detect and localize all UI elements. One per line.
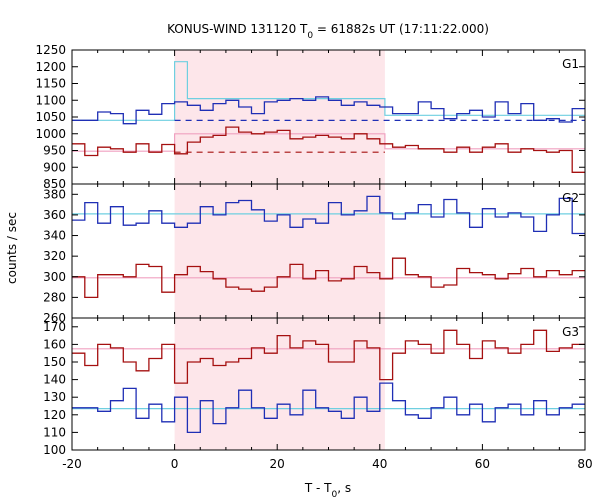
y-tick-label: 380 <box>43 187 66 201</box>
histogram-series-g3-0 <box>72 382 585 434</box>
y-tick-label: 280 <box>43 290 66 304</box>
y-tick-label: 100 <box>43 443 66 457</box>
histogram-series-g1-1 <box>72 126 585 173</box>
chart-title-subscript: 0 <box>307 31 313 41</box>
y-tick-label: 850 <box>43 177 66 191</box>
panel-label-g2: G2 <box>562 191 579 205</box>
y-tick-label: 110 <box>43 425 66 439</box>
chart-title-rest: = 61882s UT (17:11:22.000) <box>313 22 489 36</box>
y-tick-label: 170 <box>43 320 66 334</box>
highlight-interval <box>174 50 385 450</box>
x-axis-label-subscript: 0 <box>332 490 338 500</box>
y-tick-label: 1000 <box>35 127 66 141</box>
y-tick-label: 260 <box>43 311 66 325</box>
panel-g3: 100 110 120 130 140 150 160 170 G3 <box>43 317 586 457</box>
y-tick-label: 1250 <box>35 43 66 57</box>
y-tick-label: 160 <box>43 337 66 351</box>
histogram-series-g3-1 <box>72 329 585 384</box>
mean-line-g1-0 <box>72 61 585 121</box>
y-tick-label: 1050 <box>35 110 66 124</box>
x-tick-label: 60 <box>475 457 490 471</box>
histogram-series-g2-1 <box>72 257 585 299</box>
panel-label-g1: G1 <box>562 57 579 71</box>
histogram-series-g2-0 <box>72 195 585 235</box>
y-tick-label: 900 <box>43 160 66 174</box>
x-axis-label-main: T - T <box>304 481 332 495</box>
y-axis-label: counts / sec <box>5 212 19 284</box>
y-tick-label: 950 <box>43 144 66 158</box>
y-tick-label: 130 <box>43 390 66 404</box>
chart-title: KONUS-WIND 131120 T0 = 61882s UT (17:11:… <box>167 22 489 41</box>
y-tick-label: 360 <box>43 208 66 222</box>
x-tick-label: 20 <box>270 457 285 471</box>
panel-label-g3: G3 <box>562 325 579 339</box>
histogram-series-g1-0 <box>72 96 585 125</box>
x-tick-label: 0 <box>171 457 179 471</box>
panels-group: 850900950100010501100115012001250G126028… <box>35 43 592 471</box>
x-axis-label-rest: , s <box>337 481 351 495</box>
x-axis-label: T - T0, s <box>304 481 351 500</box>
y-tick-label: 340 <box>43 229 66 243</box>
y-tick-label: 300 <box>43 270 66 284</box>
y-tick-label: 1200 <box>35 60 66 74</box>
y-tick-label: 1100 <box>35 93 66 107</box>
y-tick-label: 140 <box>43 373 66 387</box>
x-tick-label: -20 <box>62 457 82 471</box>
y-tick-label: 1150 <box>35 77 66 91</box>
x-tick-label: 40 <box>372 457 387 471</box>
chart-title-main: KONUS-WIND 131120 T <box>167 22 308 36</box>
panel-g1: 850 900 950 1000 1050 1100 1150 1200 1250 G1 <box>35 43 586 191</box>
y-tick-label: 150 <box>43 355 66 369</box>
y-tick-label: 120 <box>43 408 66 422</box>
x-tick-label: 80 <box>577 457 592 471</box>
y-tick-label: 320 <box>43 249 66 263</box>
